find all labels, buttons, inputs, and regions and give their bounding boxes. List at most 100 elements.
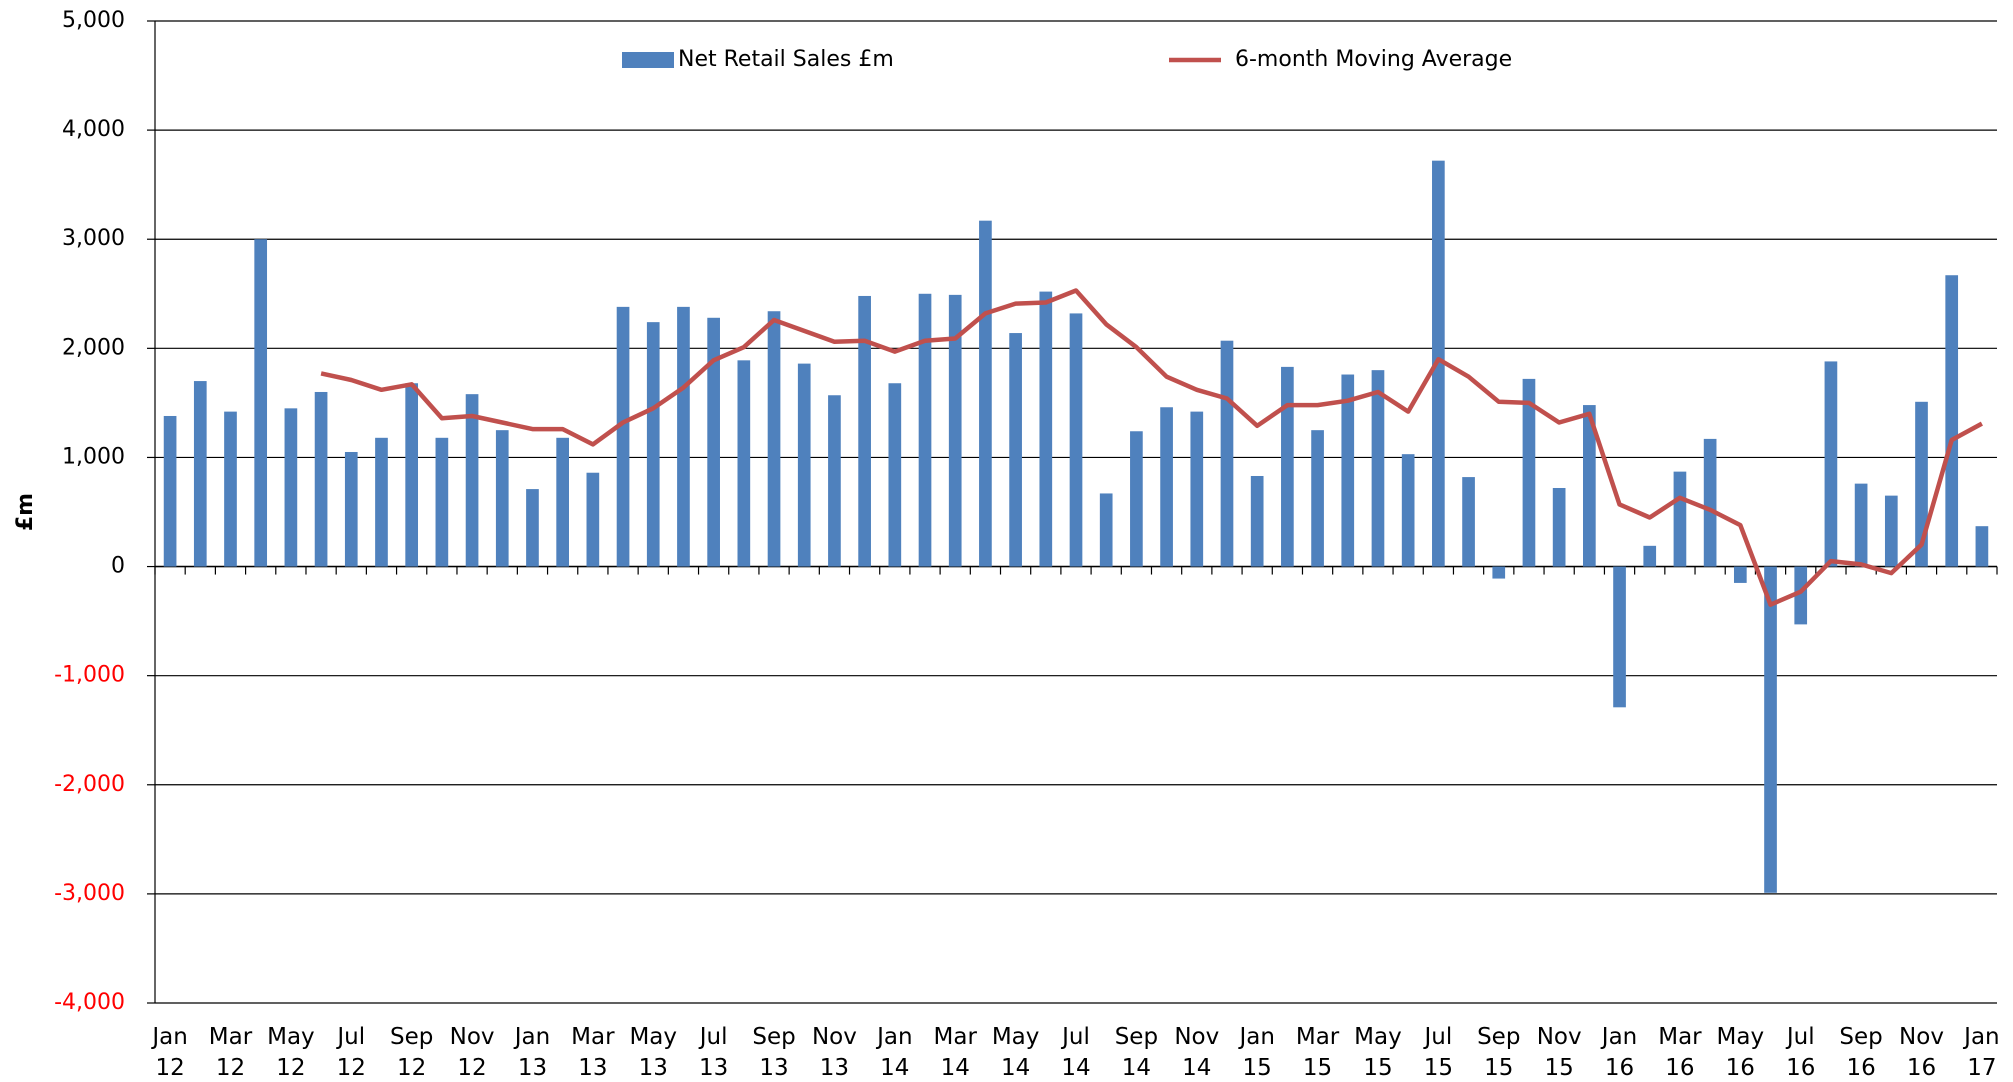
bar [284, 408, 298, 567]
x-tick-label: Mar 16 [1658, 1024, 1702, 1081]
x-tick-label: Nov 14 [1174, 1024, 1220, 1081]
x-tick-label: Jan 16 [1601, 1024, 1638, 1081]
bar [707, 317, 720, 567]
bar [586, 472, 600, 567]
y-tick-label: -4,000 [54, 990, 125, 1015]
bar [1613, 566, 1626, 708]
x-tick-label: May 12 [267, 1024, 315, 1081]
bar [1341, 374, 1355, 567]
bar [737, 360, 751, 567]
bar [526, 489, 539, 567]
bar [1220, 340, 1234, 567]
x-tick-label: May 16 [1716, 1024, 1765, 1081]
bar [767, 311, 781, 567]
bar [677, 306, 690, 567]
x-tick-label: Jan 15 [1239, 1024, 1275, 1081]
bar [1794, 566, 1808, 625]
y-tick-label: 1,000 [62, 444, 125, 469]
bar [375, 437, 388, 567]
bar [616, 306, 630, 567]
x-tick-label: Sep 13 [752, 1024, 796, 1081]
bar [1673, 471, 1687, 567]
x-tick-label: Jul 13 [698, 1024, 729, 1081]
x-tick-label: Jan 14 [877, 1024, 913, 1081]
bar [1069, 313, 1083, 567]
bar [1099, 493, 1113, 567]
bar [1915, 401, 1928, 567]
x-tick-label: Nov 12 [449, 1024, 495, 1081]
legend-swatch [622, 52, 674, 68]
bar [495, 430, 509, 567]
bar [1824, 361, 1838, 567]
bar [1130, 431, 1143, 567]
bar [1492, 566, 1506, 579]
bar [1945, 275, 1959, 567]
bar [1764, 566, 1777, 893]
x-tick-label: May 14 [991, 1024, 1040, 1081]
x-tick-label: May 13 [629, 1024, 678, 1081]
bar [948, 294, 962, 567]
bar [1009, 333, 1022, 567]
bar [1552, 487, 1566, 567]
bar [858, 295, 871, 567]
bar [646, 322, 660, 567]
bar [556, 437, 569, 567]
y-tick-label: -2,000 [54, 772, 125, 797]
bar [224, 411, 237, 567]
y-axis-label: £m [13, 493, 38, 531]
x-tick-label: Sep 16 [1839, 1024, 1883, 1081]
x-tick-label: Mar 12 [208, 1024, 253, 1081]
bar [1583, 405, 1596, 567]
x-tick-label: Jul 12 [336, 1024, 366, 1081]
x-tick-label: Nov 16 [1899, 1024, 1944, 1081]
line [320, 288, 1983, 607]
bar [193, 381, 207, 567]
legend-label: Net Retail Sales £m [678, 47, 894, 72]
x-tick-label: Nov 15 [1536, 1024, 1582, 1081]
x-tick-label: Nov 13 [811, 1024, 857, 1081]
x-tick-label: Sep 12 [389, 1024, 434, 1081]
bar [1039, 291, 1053, 567]
bar [918, 293, 932, 567]
bar [797, 363, 811, 567]
x-tick-label: Mar 15 [1295, 1024, 1340, 1081]
bar [828, 395, 841, 567]
bar [1462, 477, 1475, 567]
bar [405, 383, 419, 567]
bar [344, 451, 358, 567]
x-tick-label: May 15 [1354, 1024, 1402, 1081]
bar [1884, 495, 1898, 567]
bar [1854, 483, 1868, 567]
bar [1975, 526, 1989, 567]
x-tick-label: Mar 14 [933, 1024, 977, 1081]
bar [1281, 366, 1294, 567]
x-tick-label: Jan 13 [514, 1024, 551, 1081]
x-tick-label: Jan 12 [152, 1024, 188, 1081]
x-tick-label: Jul 15 [1423, 1024, 1454, 1081]
bar [465, 394, 479, 567]
bar [163, 415, 177, 567]
y-tick-label: 0 [111, 554, 125, 579]
bar [1250, 475, 1264, 567]
bar [1643, 545, 1657, 567]
bar [1190, 411, 1204, 567]
x-tick-label: Jul 14 [1061, 1024, 1091, 1081]
bar [1401, 454, 1415, 567]
bar [1371, 370, 1385, 567]
bar [1733, 566, 1747, 583]
bar [254, 239, 268, 567]
x-tick-label: Mar 13 [571, 1024, 615, 1081]
y-tick-label: 2,000 [62, 335, 125, 360]
x-tick-label: Sep 14 [1114, 1024, 1159, 1081]
y-tick-label: 4,000 [62, 117, 125, 142]
y-tick-label: -3,000 [54, 881, 125, 906]
y-tick-label: 5,000 [62, 8, 125, 33]
bar [435, 437, 449, 567]
bar [979, 220, 992, 567]
legend-label: 6-month Moving Average [1235, 47, 1512, 72]
bar [314, 391, 328, 567]
x-tick-label: Jan 17 [1964, 1024, 2000, 1081]
bar [1703, 438, 1717, 567]
